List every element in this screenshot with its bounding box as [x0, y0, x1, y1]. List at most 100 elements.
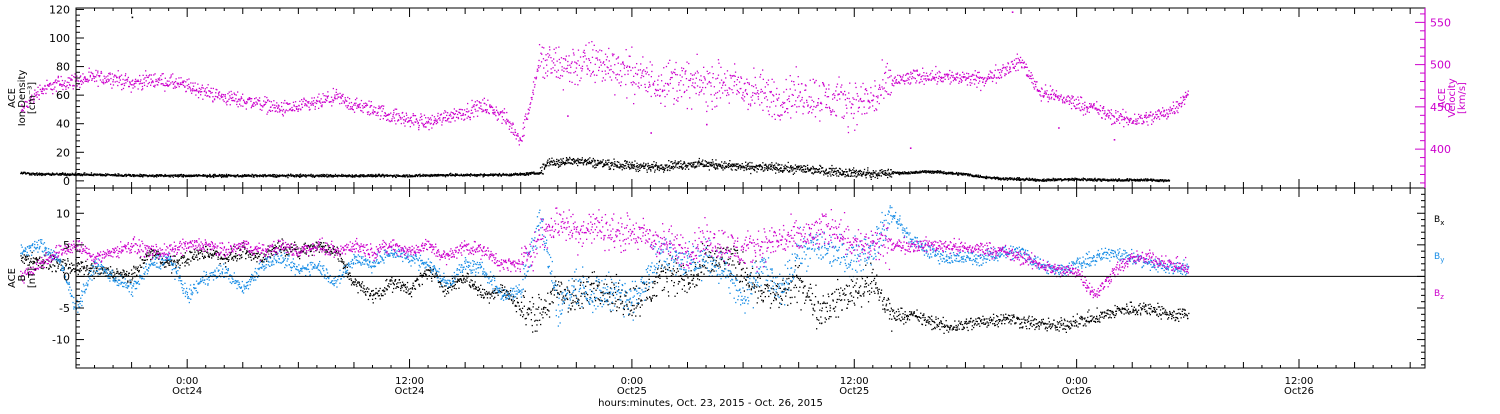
density-series-point: [277, 175, 279, 177]
velocity-series-point: [181, 83, 183, 85]
density-series-point: [189, 175, 192, 177]
density-series-point: [353, 174, 356, 177]
density-series-point: [188, 174, 190, 176]
velocity-series-point: [1028, 70, 1030, 72]
velocity-series-point: [1186, 93, 1188, 95]
velocity-series-point: [234, 93, 236, 96]
velocity-series-point: [553, 58, 555, 60]
velocity-series-point: [362, 111, 364, 114]
velocity-series-point: [413, 114, 415, 117]
velocity-series-point: [509, 121, 511, 123]
velocity-series-point: [740, 87, 742, 90]
density-series-point: [674, 160, 676, 162]
velocity-series-point: [558, 46, 560, 48]
density-series-point: [72, 174, 74, 176]
velocity-series-point: [148, 81, 150, 84]
velocity-series-point: [682, 84, 685, 86]
density-series-point: [482, 176, 484, 178]
velocity-series-point: [395, 114, 397, 116]
velocity-series-point: [521, 140, 523, 142]
velocity-series-point: [479, 107, 481, 110]
velocity-series-point: [934, 79, 936, 81]
velocity-series-point: [799, 100, 802, 102]
density-series-point: [38, 174, 41, 176]
velocity-series-point: [742, 94, 744, 96]
velocity-series-point: [457, 117, 460, 120]
density-series-point: [609, 168, 612, 170]
density-series-point: [403, 174, 405, 177]
density-series-point: [799, 167, 802, 169]
velocity-series-point: [1161, 114, 1163, 117]
velocity-series-point: [359, 103, 361, 105]
density-series-point: [147, 175, 149, 177]
density-series-point: [245, 175, 247, 177]
velocity-series-point: [255, 101, 257, 103]
velocity-series-point: [771, 115, 773, 118]
density-series-point: [776, 168, 778, 170]
density-series-point: [66, 175, 68, 177]
density-series-point: [398, 175, 400, 177]
density-series-point: [549, 161, 551, 163]
velocity-series-point: [1108, 110, 1110, 112]
velocity-series-point: [933, 78, 935, 80]
velocity-series-point: [873, 95, 875, 97]
velocity-series-point: [487, 112, 490, 114]
velocity-series-point: [1118, 116, 1120, 119]
density-series-point: [56, 172, 58, 174]
density-series-point: [873, 171, 875, 173]
velocity-series-point: [623, 65, 626, 67]
density-series-point: [865, 171, 867, 174]
velocity-series-point: [548, 46, 551, 48]
velocity-series-point: [649, 61, 651, 63]
velocity-series-point: [664, 96, 666, 98]
density-series-point: [302, 174, 304, 176]
velocity-series-point: [601, 80, 603, 82]
velocity-series-point: [577, 84, 579, 86]
velocity-series-point: [547, 53, 549, 55]
density-series-point: [625, 162, 627, 165]
velocity-series-point: [1033, 86, 1035, 88]
velocity-series-point: [898, 81, 900, 83]
density-series-point: [713, 165, 715, 167]
velocity-series-point: [946, 73, 948, 75]
velocity-series-point: [1098, 109, 1100, 111]
density-series-point: [356, 175, 358, 178]
density-series-point: [203, 175, 205, 177]
velocity-series-point: [1122, 108, 1124, 111]
velocity-series-point: [655, 95, 657, 97]
velocity-series-point: [651, 64, 653, 66]
density-series-point: [220, 176, 223, 179]
velocity-series-point: [334, 94, 336, 96]
density-series-point: [853, 172, 855, 174]
density-series-point: [774, 168, 776, 170]
density-series-point: [207, 174, 209, 177]
density-series-point: [643, 162, 645, 164]
density-series-point: [123, 174, 126, 177]
density-series-point: [298, 175, 300, 177]
velocity-series-point: [130, 84, 133, 86]
velocity-series-point: [254, 104, 257, 106]
velocity-series-point: [650, 95, 652, 98]
velocity-series-point: [1140, 114, 1142, 116]
density-series-point: [510, 173, 513, 175]
density-series-point: [588, 162, 590, 164]
velocity-series-point: [988, 73, 990, 75]
density-series-point: [817, 169, 819, 171]
density-series-point: [65, 174, 67, 176]
velocity-series-point: [80, 79, 82, 82]
density-series-point: [765, 167, 767, 169]
velocity-series-point: [634, 93, 636, 96]
density-series-point: [600, 162, 602, 165]
density-series-point: [569, 156, 571, 159]
velocity-series-point: [580, 67, 582, 69]
velocity-series-point: [1062, 100, 1064, 102]
velocity-series-point: [667, 83, 669, 85]
density-series-point: [663, 168, 665, 171]
density-series-point: [876, 177, 879, 179]
density-series-point: [886, 172, 888, 174]
density-series-point: [64, 174, 66, 176]
velocity-series-point: [767, 84, 769, 86]
velocity-series-point: [848, 97, 850, 100]
velocity-series-point: [421, 115, 423, 117]
density-series-point: [179, 175, 181, 177]
